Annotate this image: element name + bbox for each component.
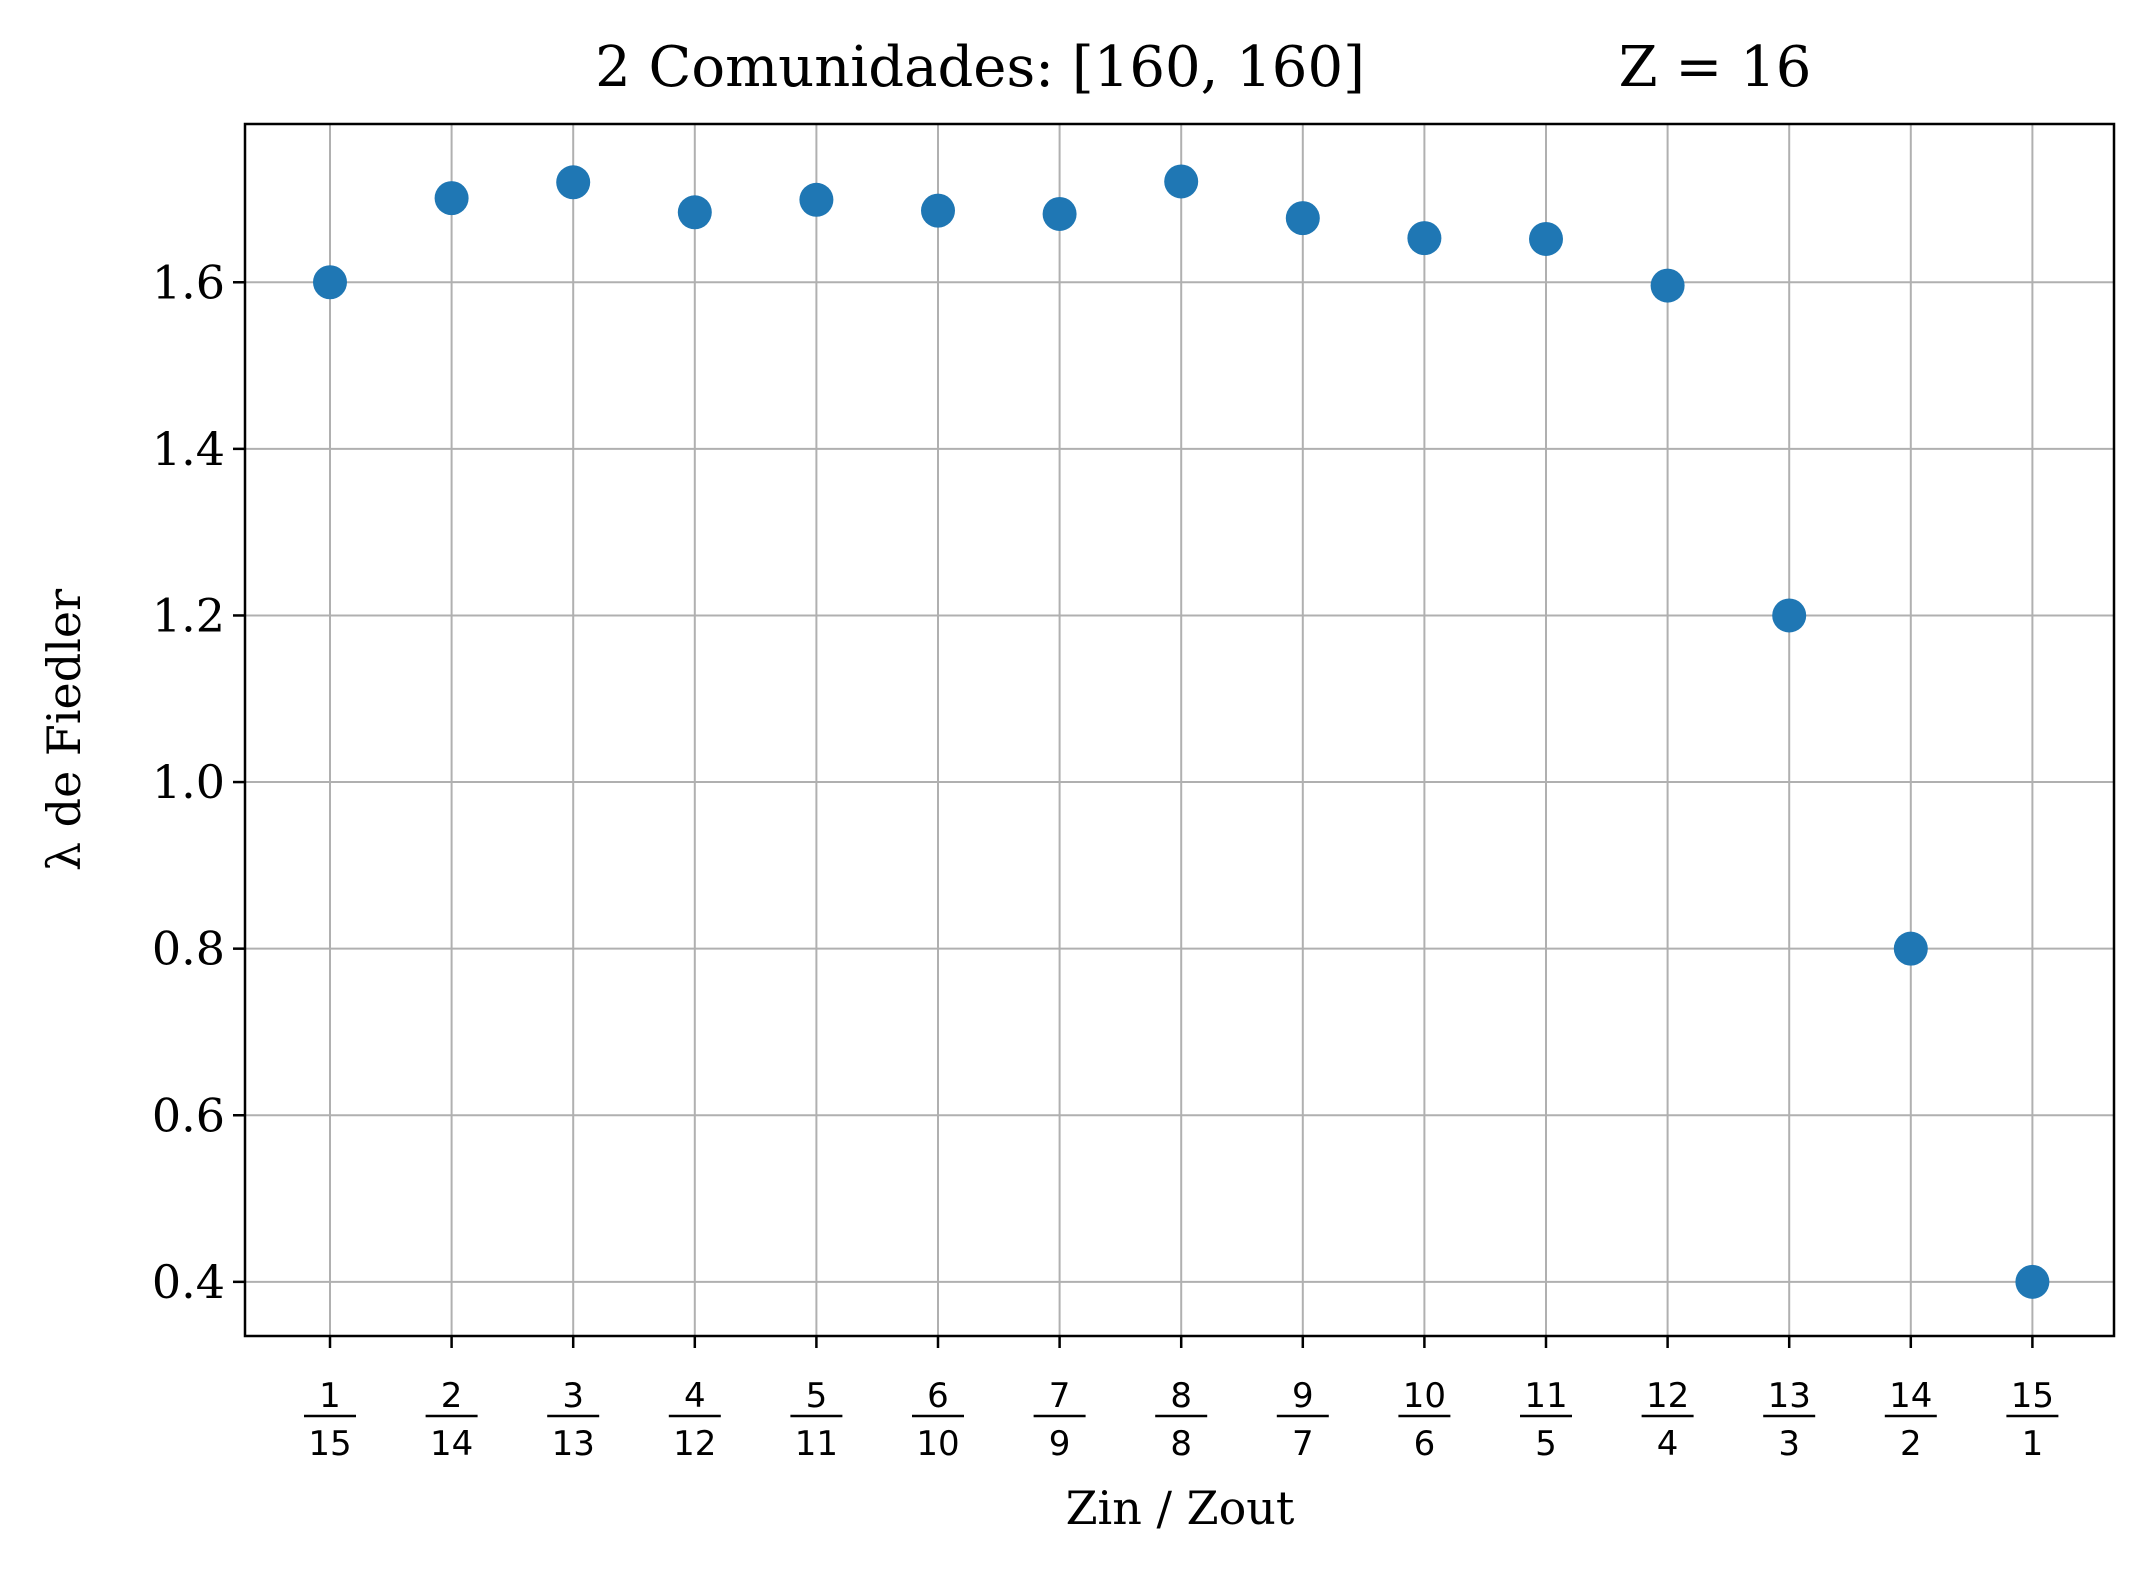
y-tick-label: 0.8 (152, 922, 225, 976)
x-tick-numerator: 14 (1889, 1376, 1932, 1416)
x-tick-numerator: 2 (441, 1376, 463, 1416)
x-tick-denominator: 2 (1900, 1424, 1922, 1464)
x-tick-denominator: 5 (1535, 1424, 1557, 1464)
x-tick-numerator: 12 (1646, 1376, 1689, 1416)
x-tick-numerator: 15 (2011, 1376, 2054, 1416)
data-point (921, 193, 955, 228)
y-tick-label: 1.4 (152, 422, 225, 476)
x-tick-denominator: 10 (916, 1424, 959, 1464)
x-tick-denominator: 13 (552, 1424, 595, 1464)
x-tick-numerator: 7 (1049, 1376, 1071, 1416)
x-tick-numerator: 1 (319, 1376, 341, 1416)
x-tick-numerator: 4 (684, 1376, 706, 1416)
x-tick-denominator: 6 (1414, 1424, 1436, 1464)
x-tick-numerator: 6 (927, 1376, 949, 1416)
y-tick-label: 1.2 (152, 588, 225, 642)
x-tick-numerator: 10 (1403, 1376, 1446, 1416)
x-tick-denominator: 7 (1292, 1424, 1314, 1464)
x-tick-numerator: 8 (1170, 1376, 1192, 1416)
y-tick-label: 1.6 (152, 255, 225, 309)
x-tick-denominator: 8 (1170, 1424, 1192, 1464)
x-tick-numerator: 3 (562, 1376, 584, 1416)
x-tick-numerator: 9 (1292, 1376, 1314, 1416)
point-layer (313, 164, 2050, 1299)
x-tick-numerator: 13 (1768, 1376, 1811, 1416)
x-tick-denominator: 14 (430, 1424, 473, 1464)
x-tick-denominator: 9 (1049, 1424, 1071, 1464)
plot-frame (243, 122, 2116, 1338)
x-axis-label: Zin / Zout (1066, 1481, 1295, 1535)
x-tick-numerator: 5 (806, 1376, 828, 1416)
x-tick-denominator: 11 (795, 1424, 838, 1464)
y-tick-label: 0.4 (152, 1255, 225, 1309)
data-point (1772, 598, 1807, 633)
chart-title: 2 Comunidades: [160, 160] (595, 35, 1365, 100)
data-point (556, 165, 591, 200)
x-tick-denominator: 3 (1778, 1424, 1800, 1464)
x-tick-denominator: 12 (673, 1424, 716, 1464)
chart-title-right: Z = 16 (1619, 35, 1812, 100)
x-tick-numerator: 11 (1524, 1376, 1567, 1416)
data-point (1407, 221, 1442, 256)
data-point (1285, 201, 1320, 236)
x-tick-denominator: 4 (1657, 1424, 1679, 1464)
axis-layer: 0.40.60.81.01.21.41.61152143134125116107… (152, 255, 2059, 1464)
data-point (1529, 221, 1563, 256)
data-point (1650, 268, 1685, 303)
data-point (2015, 1264, 2050, 1299)
y-axis-label: λ de Fiedler (37, 589, 91, 871)
data-point (1042, 196, 1077, 231)
data-point (434, 181, 469, 216)
data-point (799, 182, 834, 217)
data-point (313, 265, 347, 300)
y-tick-label: 0.6 (152, 1088, 225, 1142)
y-tick-label: 1.0 (152, 755, 225, 809)
x-tick-denominator: 15 (308, 1424, 351, 1464)
x-tick-denominator: 1 (2022, 1424, 2044, 1464)
data-point (1164, 164, 1199, 199)
data-point (1893, 931, 1928, 966)
data-point (677, 195, 712, 230)
grid-layer (245, 124, 2114, 1336)
